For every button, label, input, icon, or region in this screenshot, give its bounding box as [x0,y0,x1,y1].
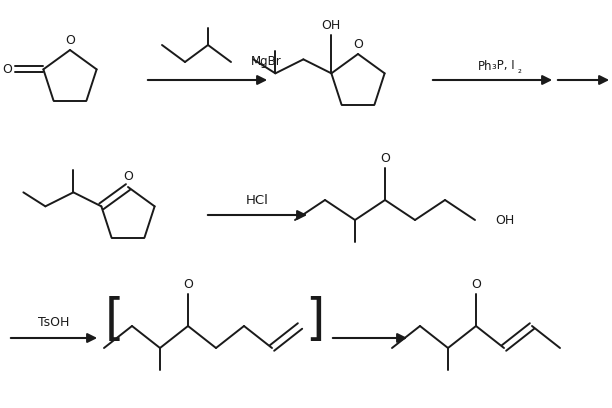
Text: MgBr: MgBr [251,55,282,69]
Text: [: [ [105,296,125,344]
Text: OH: OH [322,19,341,32]
Text: ₂: ₂ [518,65,522,75]
Text: ]: ] [305,296,325,344]
Text: O: O [123,171,133,184]
Text: Ph: Ph [477,60,492,73]
Text: O: O [353,38,363,51]
Text: O: O [380,151,390,164]
Text: O: O [2,63,12,76]
Text: O: O [65,33,75,47]
Text: TsOH: TsOH [39,315,70,328]
Text: O: O [471,277,481,290]
Text: ₃P, I: ₃P, I [492,60,515,73]
Text: HCl: HCl [245,193,269,206]
Text: OH: OH [495,213,514,226]
Text: O: O [183,277,193,290]
